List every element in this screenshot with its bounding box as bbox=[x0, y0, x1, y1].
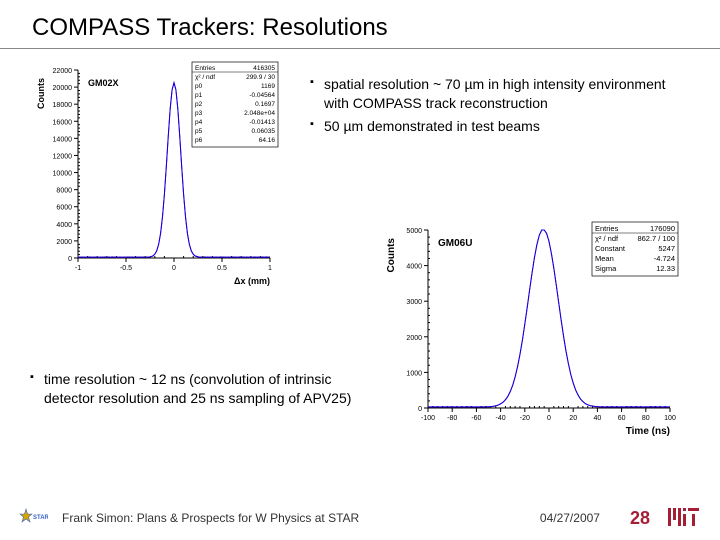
svg-text:Time (ns): Time (ns) bbox=[626, 426, 670, 437]
bullets-spatial: spatial resolution ~ 70 µm in high inten… bbox=[310, 75, 690, 140]
svg-text:p6: p6 bbox=[195, 137, 203, 144]
svg-text:2.048e+04: 2.048e+04 bbox=[244, 110, 275, 117]
page-title: COMPASS Trackers: Resolutions bbox=[0, 0, 720, 42]
chart-spatial-resolution: 0 2000 4000 6000 8000 10000 12000 14000 16000 180… bbox=[30, 60, 280, 290]
svg-text:-0.01413: -0.01413 bbox=[249, 119, 275, 126]
bullets-time: time resolution ~ 12 ns (convolution of … bbox=[30, 370, 360, 412]
svg-text:-0.04564: -0.04564 bbox=[249, 92, 275, 99]
svg-text:0.1697: 0.1697 bbox=[255, 101, 275, 108]
svg-text:80: 80 bbox=[642, 415, 650, 422]
svg-text:40: 40 bbox=[594, 415, 602, 422]
svg-text:Counts: Counts bbox=[36, 78, 46, 109]
svg-text:4000: 4000 bbox=[406, 264, 422, 271]
svg-text:p5: p5 bbox=[195, 128, 203, 135]
svg-text:χ² / ndf: χ² / ndf bbox=[595, 234, 619, 243]
svg-text:12000: 12000 bbox=[53, 153, 73, 160]
footer: STAR Frank Simon: Plans & Prospects for … bbox=[0, 506, 720, 530]
svg-text:416305: 416305 bbox=[253, 65, 275, 72]
svg-text:18000: 18000 bbox=[53, 102, 73, 109]
svg-text:1: 1 bbox=[268, 265, 272, 272]
svg-text:64.16: 64.16 bbox=[259, 137, 276, 144]
svg-text:Mean: Mean bbox=[595, 254, 614, 263]
svg-text:862.7 / 100: 862.7 / 100 bbox=[637, 234, 675, 243]
svg-text:GM02X: GM02X bbox=[88, 78, 119, 88]
svg-text:Entries: Entries bbox=[195, 65, 216, 72]
svg-text:20000: 20000 bbox=[53, 85, 73, 92]
svg-text:0: 0 bbox=[547, 415, 551, 422]
svg-text:-1: -1 bbox=[75, 265, 81, 272]
svg-text:-60: -60 bbox=[471, 415, 481, 422]
bullet-item: time resolution ~ 12 ns (convolution of … bbox=[30, 370, 360, 408]
svg-text:χ² / ndf: χ² / ndf bbox=[195, 74, 215, 81]
chart-time-resolution: 0 1000 2000 3000 4000 5000 -100 -80 -60 -40 -20 0 20… bbox=[380, 220, 680, 440]
svg-text:4000: 4000 bbox=[56, 222, 72, 229]
bullet-item: 50 µm demonstrated in test beams bbox=[310, 117, 690, 136]
svg-text:3000: 3000 bbox=[406, 299, 422, 306]
svg-text:5247: 5247 bbox=[658, 244, 675, 253]
svg-text:p0: p0 bbox=[195, 83, 203, 90]
svg-text:GM06U: GM06U bbox=[438, 238, 472, 249]
svg-text:0.06035: 0.06035 bbox=[252, 128, 276, 135]
svg-text:p2: p2 bbox=[195, 101, 203, 108]
svg-text:0: 0 bbox=[418, 406, 422, 413]
svg-text:Counts: Counts bbox=[386, 238, 397, 273]
svg-text:p1: p1 bbox=[195, 92, 203, 99]
svg-text:1000: 1000 bbox=[406, 370, 422, 377]
svg-text:0: 0 bbox=[68, 256, 72, 263]
footer-author: Frank Simon: Plans & Prospects for W Phy… bbox=[62, 511, 540, 525]
star-logo-icon: STAR bbox=[18, 507, 48, 530]
svg-text:2000: 2000 bbox=[406, 335, 422, 342]
svg-text:6000: 6000 bbox=[56, 205, 72, 212]
title-underline bbox=[0, 48, 720, 49]
svg-text:16000: 16000 bbox=[53, 119, 73, 126]
svg-text:Constant: Constant bbox=[595, 244, 626, 253]
svg-text:Δx (mm): Δx (mm) bbox=[234, 276, 270, 286]
svg-text:-0.5: -0.5 bbox=[120, 265, 132, 272]
svg-text:0: 0 bbox=[172, 265, 176, 272]
svg-text:-40: -40 bbox=[496, 415, 506, 422]
svg-text:p4: p4 bbox=[195, 119, 203, 126]
footer-date: 04/27/2007 bbox=[540, 511, 600, 525]
svg-text:100: 100 bbox=[664, 415, 676, 422]
svg-text:0.5: 0.5 bbox=[217, 265, 227, 272]
svg-text:-20: -20 bbox=[520, 415, 530, 422]
svg-text:-4.724: -4.724 bbox=[654, 254, 675, 263]
svg-text:14000: 14000 bbox=[53, 136, 73, 143]
svg-text:176090: 176090 bbox=[650, 224, 675, 233]
bullet-item: spatial resolution ~ 70 µm in high inten… bbox=[310, 75, 690, 113]
svg-text:-80: -80 bbox=[447, 415, 457, 422]
svg-text:Sigma: Sigma bbox=[595, 264, 617, 273]
svg-text:Entries: Entries bbox=[595, 224, 619, 233]
svg-text:2000: 2000 bbox=[56, 239, 72, 246]
svg-text:20: 20 bbox=[569, 415, 577, 422]
svg-text:8000: 8000 bbox=[56, 188, 72, 195]
svg-text:STAR: STAR bbox=[33, 515, 48, 521]
page-number: 28 bbox=[630, 508, 650, 529]
svg-text:60: 60 bbox=[618, 415, 626, 422]
mit-logo-icon bbox=[668, 508, 702, 529]
svg-text:p3: p3 bbox=[195, 110, 203, 117]
svg-text:12.33: 12.33 bbox=[656, 264, 675, 273]
svg-text:299.9 / 30: 299.9 / 30 bbox=[246, 74, 275, 81]
svg-text:10000: 10000 bbox=[53, 171, 73, 178]
svg-text:22000: 22000 bbox=[53, 68, 73, 75]
svg-text:1169: 1169 bbox=[261, 83, 275, 90]
svg-text:-100: -100 bbox=[421, 415, 435, 422]
svg-text:5000: 5000 bbox=[406, 228, 422, 235]
